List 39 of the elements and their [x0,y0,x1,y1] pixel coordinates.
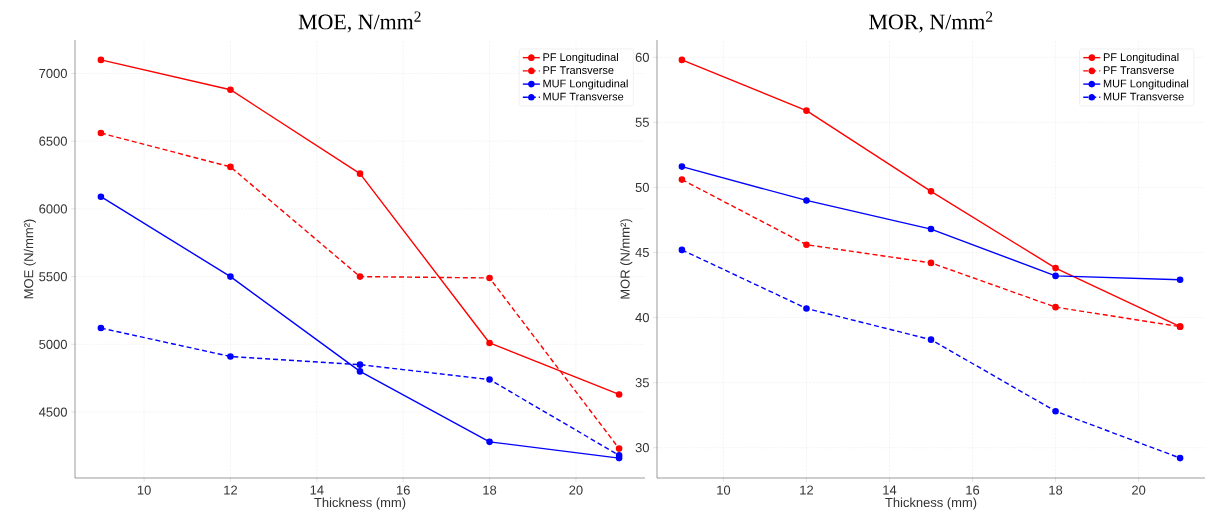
x-tick-label: 12 [224,485,237,495]
y-tick-label: 40 [635,312,649,323]
x-tick-label: 16 [966,485,980,495]
x-tick-label: 16 [396,485,410,495]
y-tick-label: 30 [635,443,649,453]
chart-title: MOR, N/mm$^{2}$ [869,11,993,33]
legend-label: PF Transverse [1103,66,1174,75]
y-tick-label: 6000 [39,204,67,214]
legend-label: PF Transverse [543,66,614,75]
x-tick-label: 12 [800,485,814,495]
y-tick-label: 4500 [38,407,67,417]
chart-title: MOE, N/mm$^{2}$ [298,11,421,33]
y-tick-label: 35 [635,378,649,388]
x-tick-label: 18 [1049,485,1063,495]
y-tick-label: 5500 [39,272,67,282]
legend-label: MUF Longitudinal [1103,79,1189,90]
x-tick-label: 14 [310,485,324,495]
x-tick-label: 20 [569,485,583,495]
legend-label: MUF Transverse [543,92,624,101]
y-tick-label: 60 [635,52,649,62]
y-tick-label: 5000 [39,339,67,349]
y-tick-label: 6500 [39,136,67,146]
legend-label: MUF Longitudinal [543,79,628,90]
x-tick-label: 20 [1132,485,1146,495]
x-tick-label: 10 [137,485,151,495]
legend-label: PF Longitudinal [1103,52,1179,64]
x-tick-label: 14 [883,485,897,495]
y-tick-label: 7000 [39,68,67,79]
x-axis-title: Thickness (mm) [885,497,977,510]
y-tick-label: 55 [635,117,649,127]
x-tick-label: 10 [717,485,731,495]
y-axis-title: MOR (N/mm²) [620,219,633,299]
x-tick-label: 18 [483,485,497,495]
y-axis-title: MOE (N/mm²) [23,219,36,299]
y-tick-label: 50 [635,182,649,193]
y-tick-label: 45 [635,247,649,258]
legend-label: MUF Transverse [1103,92,1184,101]
legend-label: PF Longitudinal [543,52,618,64]
x-axis-title: Thickness (mm) [314,497,406,510]
